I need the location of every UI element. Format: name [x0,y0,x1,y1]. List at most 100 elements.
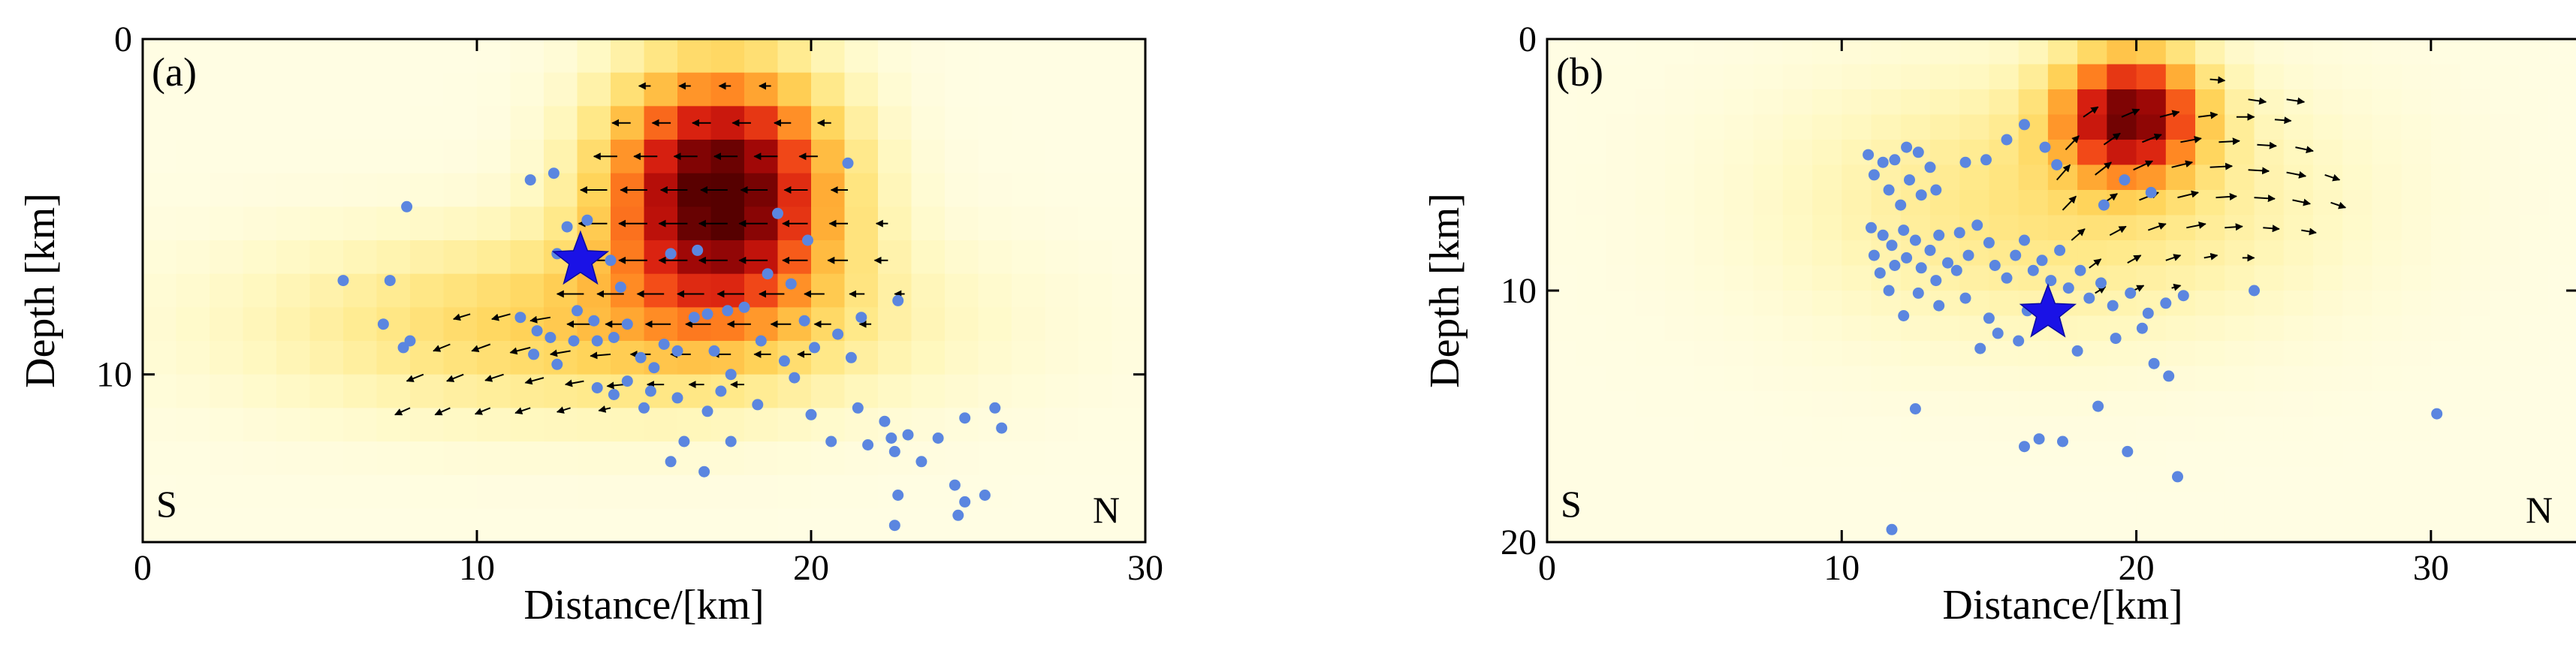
heatmap-cell [2342,291,2373,317]
heatmap-cell [2519,441,2550,468]
earthquake-event [1883,285,1895,297]
heatmap-cell [1753,240,1784,267]
heatmap-cell [376,240,411,275]
earthquake-event [1889,260,1901,271]
heatmap-cell [2225,517,2255,543]
heatmap-cell [1045,240,1079,275]
heatmap-cell [844,374,879,409]
heatmap-cell [544,39,578,74]
heatmap-cell [1871,441,1902,468]
heatmap-cell [1664,164,1695,191]
heatmap-cell [1078,206,1113,241]
heatmap-cell [243,341,277,375]
heatmap-cell [309,173,344,208]
heatmap-cell [777,475,812,510]
heatmap-cell [2107,341,2137,367]
earthquake-event [2095,277,2107,289]
heatmap-cell [1753,215,1784,241]
heatmap-cell [2519,140,2550,166]
earthquake-event [591,335,603,347]
heatmap-cell [1045,374,1079,409]
earthquake-event [588,315,600,327]
heatmap-cell [2312,466,2343,493]
heatmap-cell [2312,492,2343,518]
heatmap-cell [410,39,445,74]
earthquake-event [1971,219,1983,231]
earthquake-event [2177,290,2189,302]
heatmap-cell [1900,466,1931,493]
heatmap-cell [1959,466,1990,493]
heatmap-cell [1045,341,1079,375]
heatmap-cell [2165,391,2196,417]
earthquake-event [888,520,900,532]
heatmap-cell [2401,416,2432,442]
heatmap-cell [210,307,244,342]
heatmap-cell [1842,265,1872,291]
heatmap-cell [2136,89,2167,116]
heatmap-cell [2519,215,2550,241]
heatmap-cell [2283,114,2314,140]
heatmap-cell [1929,89,1960,116]
heatmap-cell [2519,114,2550,140]
heatmap-cell [2401,366,2432,392]
heatmap-cell [2372,416,2403,442]
heatmap-cell [911,173,946,208]
heatmap-cell [1664,265,1695,291]
heatmap-cell [1753,391,1784,417]
heatmap-cell [978,273,1012,309]
heatmap-cell [544,106,578,140]
heatmap-cell [2254,240,2285,267]
heatmap-cell [2401,391,2432,417]
heatmap-cell [2165,114,2196,140]
heatmap-cell [544,508,578,543]
slip-heatmap [1547,39,2576,543]
heatmap-cell [1959,39,1990,65]
heatmap-cell [410,173,445,208]
heatmap-cell [1547,517,1578,543]
heatmap-cell [1694,190,1725,216]
heatmap-cell [2136,164,2167,191]
heatmap-cell [1812,240,1843,267]
heatmap-cell [477,206,511,241]
heatmap-cell [1900,492,1931,518]
displacement-vector [2180,135,2202,143]
displacement-vectors [2056,76,2347,294]
heatmap-cell [1989,291,2019,317]
heatmap-cell [1078,72,1113,107]
heatmap-cell [878,374,912,409]
south-label: S [1561,483,1582,525]
heatmap-cell [309,341,344,375]
heatmap-cell [2254,441,2285,468]
heatmap-cell [2401,441,2432,468]
heatmap-cell [644,408,678,442]
heatmap-cell [1635,39,1666,65]
earthquake-event [2119,174,2131,186]
hypocenter-marker [2019,283,2077,338]
heatmap-cell [1724,341,1754,367]
earthquake-event [568,335,580,347]
heatmap-cell [911,441,946,476]
heatmap-cell [710,408,745,442]
heatmap-cell [1812,391,1843,417]
heatmap-cell [1782,240,1813,267]
heatmap-cell [510,341,544,375]
heatmap-cell [210,341,244,375]
heatmap-cell [611,475,645,510]
heatmap-cell [2460,89,2491,116]
heatmap-cell [1694,240,1725,267]
heatmap-cell [1724,64,1754,90]
heatmap-cell [677,341,712,375]
earthquake-event [2051,159,2063,170]
heatmap-cell [1929,416,1960,442]
slip-heatmap [143,39,1146,543]
heatmap-cell [544,374,578,409]
displacement-vector [2062,195,2077,211]
heatmap-cell [1959,114,1990,140]
earthquake-event [802,234,813,246]
heatmap-cell [1724,416,1754,442]
heatmap-cell [1635,215,1666,241]
heatmap-cell [2047,89,2078,116]
earthquake-event [1863,149,1875,161]
displacement-vector [2295,146,2314,154]
heatmap-cell [911,475,946,510]
